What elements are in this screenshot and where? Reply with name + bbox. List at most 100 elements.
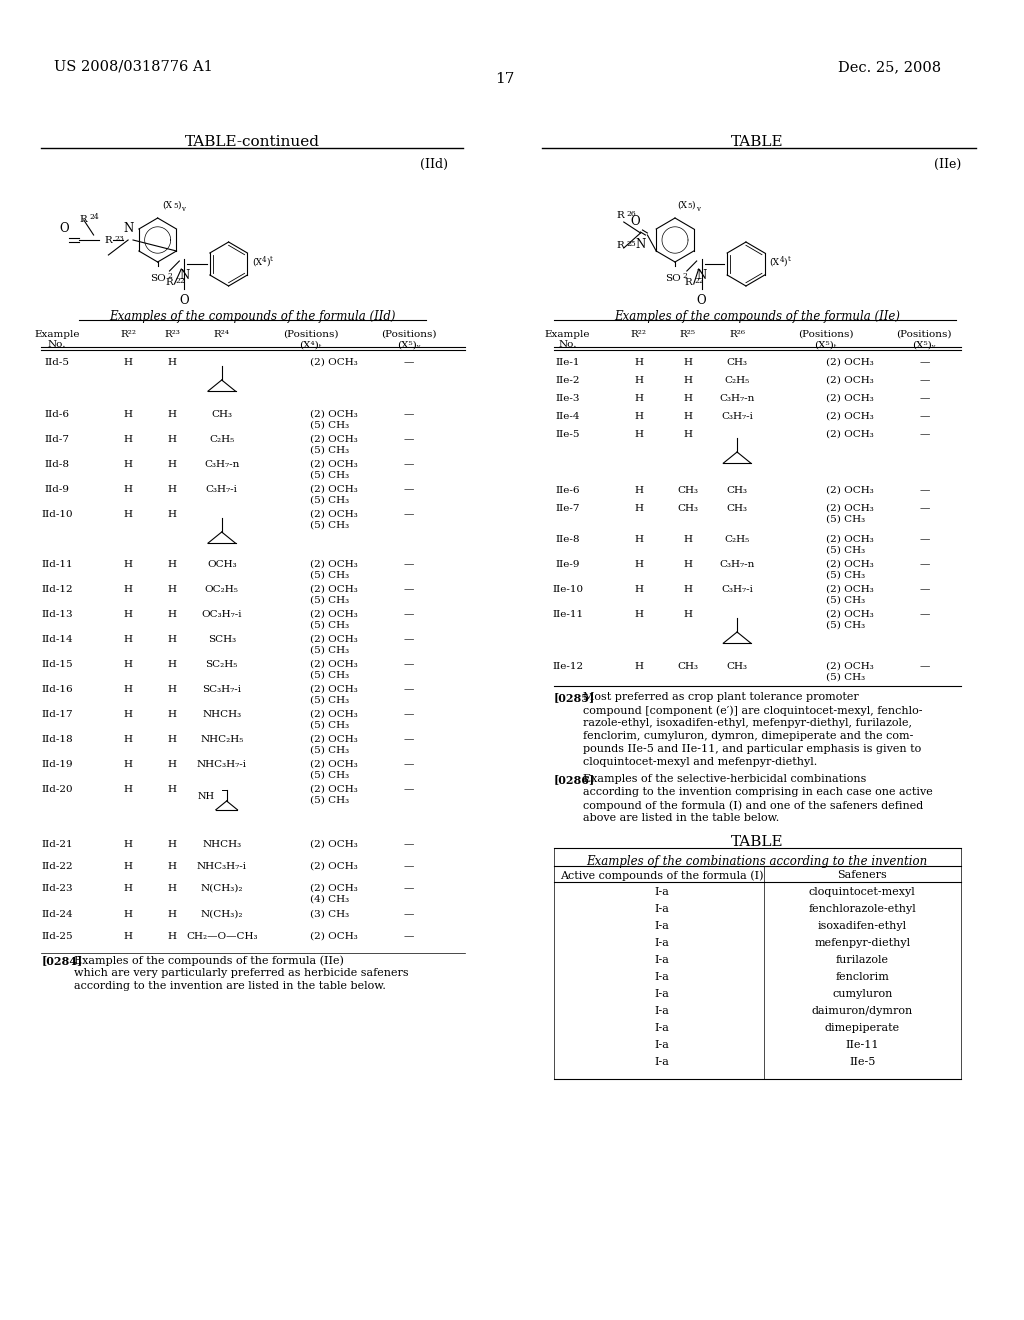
Text: cumyluron: cumyluron	[833, 989, 892, 999]
Text: R: R	[166, 279, 173, 286]
Text: H: H	[683, 560, 692, 569]
Text: H: H	[168, 358, 177, 367]
Text: (2) OCH₃
(5) CH₃: (2) OCH₃ (5) CH₃	[825, 663, 873, 681]
Text: (2) OCH₃
(4) CH₃: (2) OCH₃ (4) CH₃	[310, 884, 358, 903]
Text: (2) OCH₃
(5) CH₃: (2) OCH₃ (5) CH₃	[825, 504, 873, 524]
Text: R: R	[104, 236, 113, 246]
Text: Examples of the compounds of the formula (IIe): Examples of the compounds of the formula…	[74, 954, 344, 965]
Text: H: H	[683, 358, 692, 367]
Text: CH₂—O—CH₃: CH₂—O—CH₃	[186, 932, 257, 941]
Text: —: —	[403, 884, 414, 894]
Text: I-a: I-a	[654, 1006, 670, 1016]
Text: IIe-8: IIe-8	[555, 535, 580, 544]
Text: O: O	[696, 294, 707, 308]
Text: (2) OCH₃
(5) CH₃: (2) OCH₃ (5) CH₃	[310, 660, 358, 680]
Text: 5: 5	[688, 202, 692, 210]
Text: fenclorim, cumyluron, dymron, dimepiperate and the com-: fenclorim, cumyluron, dymron, dimepipera…	[584, 731, 913, 741]
Text: [0285]: [0285]	[554, 692, 595, 704]
Text: —: —	[403, 735, 414, 744]
Text: pounds IIe-5 and IIe-11, and particular emphasis is given to: pounds IIe-5 and IIe-11, and particular …	[584, 744, 922, 754]
Text: H: H	[168, 735, 177, 744]
Text: —: —	[403, 610, 414, 619]
Text: I-a: I-a	[654, 921, 670, 931]
Text: (Positions)
(X⁵)ᵥ: (Positions) (X⁵)ᵥ	[897, 330, 952, 350]
Text: H: H	[124, 760, 132, 770]
Text: according to the invention comprising in each case one active: according to the invention comprising in…	[584, 787, 933, 797]
Text: H: H	[124, 909, 132, 919]
Text: H: H	[124, 585, 132, 594]
Text: 4: 4	[779, 256, 784, 264]
Text: H: H	[124, 840, 132, 849]
Text: H: H	[124, 785, 132, 795]
Text: —: —	[403, 358, 414, 367]
Text: I-a: I-a	[654, 939, 670, 948]
Text: (Positions)
(X⁴)ₜ: (Positions) (X⁴)ₜ	[283, 330, 338, 350]
Text: (X: (X	[252, 257, 262, 267]
Text: IIe-3: IIe-3	[555, 393, 580, 403]
Text: (2) OCH₃
(5) CH₃: (2) OCH₃ (5) CH₃	[825, 560, 873, 579]
Text: isoxadifen-ethyl: isoxadifen-ethyl	[817, 921, 907, 931]
Text: H: H	[124, 459, 132, 469]
Text: Examples of the compounds of the formula (IId): Examples of the compounds of the formula…	[109, 310, 395, 323]
Text: (X: (X	[677, 201, 687, 210]
Text: C₂H₅: C₂H₅	[724, 535, 750, 544]
Text: H: H	[168, 635, 177, 644]
Text: R: R	[685, 279, 692, 286]
Text: (2) OCH₃
(5) CH₃: (2) OCH₃ (5) CH₃	[310, 735, 358, 755]
Text: H: H	[124, 884, 132, 894]
Text: N: N	[179, 269, 189, 282]
Text: IId-13: IId-13	[41, 610, 73, 619]
Text: Most preferred as crop plant tolerance promoter: Most preferred as crop plant tolerance p…	[584, 692, 859, 702]
Text: (IId): (IId)	[421, 158, 449, 172]
Text: 5: 5	[173, 202, 178, 210]
Text: I-a: I-a	[654, 954, 670, 965]
Text: H: H	[124, 510, 132, 519]
Text: IIe-11: IIe-11	[846, 1040, 879, 1049]
Text: (2) OCH₃
(5) CH₃: (2) OCH₃ (5) CH₃	[310, 585, 358, 605]
Text: H: H	[683, 376, 692, 385]
Text: —: —	[920, 610, 930, 619]
Text: (X: (X	[770, 257, 779, 267]
Text: C₃H₇-n: C₃H₇-n	[204, 459, 240, 469]
Text: t: t	[787, 255, 791, 263]
Text: H: H	[683, 412, 692, 421]
Text: CH₃: CH₃	[211, 411, 232, 418]
Text: (2) OCH₃: (2) OCH₃	[310, 932, 358, 941]
Text: IId-15: IId-15	[41, 660, 73, 669]
Text: ): )	[177, 201, 181, 210]
Text: (2) OCH₃: (2) OCH₃	[825, 376, 873, 385]
Text: (2) OCH₃: (2) OCH₃	[825, 430, 873, 440]
Text: R²⁶: R²⁶	[729, 330, 745, 339]
Text: (2) OCH₃
(5) CH₃: (2) OCH₃ (5) CH₃	[310, 635, 358, 655]
Text: H: H	[124, 560, 132, 569]
Text: t: t	[270, 255, 272, 263]
Text: 25: 25	[627, 240, 637, 248]
Text: —: —	[403, 760, 414, 770]
Text: —: —	[403, 635, 414, 644]
Text: —: —	[920, 663, 930, 671]
Text: (2) OCH₃
(5) CH₃: (2) OCH₃ (5) CH₃	[310, 785, 358, 804]
Text: N(CH₃)₂: N(CH₃)₂	[201, 909, 243, 919]
Text: H: H	[168, 610, 177, 619]
Text: IIe-11: IIe-11	[552, 610, 583, 619]
Text: above are listed in the table below.: above are listed in the table below.	[584, 813, 779, 822]
Text: Dec. 25, 2008: Dec. 25, 2008	[838, 59, 941, 74]
Text: compound of the formula (I) and one of the safeners defined: compound of the formula (I) and one of t…	[584, 800, 924, 810]
Text: (2) OCH₃
(5) CH₃: (2) OCH₃ (5) CH₃	[825, 610, 873, 630]
Text: H: H	[168, 840, 177, 849]
Text: (Positions)
(X⁵)ᵥ: (Positions) (X⁵)ᵥ	[381, 330, 436, 350]
Text: (IIe): (IIe)	[934, 158, 961, 172]
Text: IId-17: IId-17	[41, 710, 73, 719]
Text: H: H	[168, 884, 177, 894]
Text: N: N	[635, 238, 646, 251]
Text: H: H	[634, 376, 643, 385]
Text: NHCH₃: NHCH₃	[202, 710, 242, 719]
Text: IId-6: IId-6	[45, 411, 70, 418]
Text: O: O	[631, 215, 640, 228]
Text: (2) OCH₃
(5) CH₃: (2) OCH₃ (5) CH₃	[310, 459, 358, 479]
Text: H: H	[168, 436, 177, 444]
Text: 2: 2	[168, 272, 172, 280]
Text: furilazole: furilazole	[836, 954, 889, 965]
Text: CH₃: CH₃	[677, 663, 698, 671]
Text: I-a: I-a	[654, 887, 670, 898]
